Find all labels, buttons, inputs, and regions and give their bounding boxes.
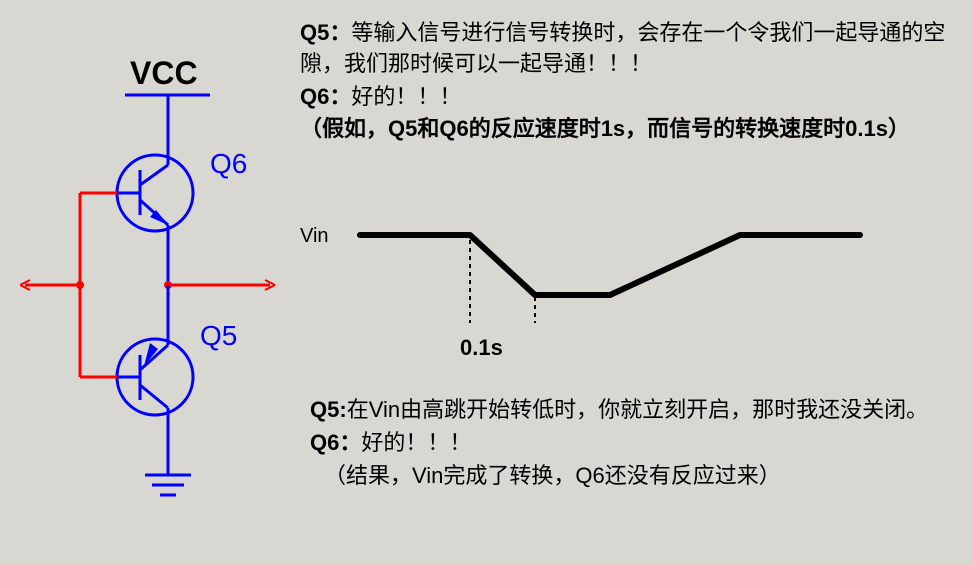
line5-text: 好的！！！ — [361, 430, 471, 455]
vin-label: Vin — [300, 225, 329, 248]
line2: Q6：好的！！！ — [300, 82, 955, 113]
dialogue-bottom: Q5:在Vin由高跳开始转低时，你就立刻开启，那时我还没关闭。 Q6：好的！！！… — [310, 395, 950, 493]
line4: Q5:在Vin由高跳开始转低时，你就立刻开启，那时我还没关闭。 — [310, 395, 950, 426]
circuit-svg — [20, 30, 280, 530]
line5: Q6：好的！！！ — [310, 428, 950, 459]
line1-text: 等输入信号进行信号转换时，会存在一个令我们一起导通的空隙，我们那时候可以一起导通… — [300, 20, 945, 76]
circuit-diagram: VCC Q6 Q5 — [20, 30, 280, 530]
line2-text: 好的！！！ — [351, 84, 461, 109]
line3: （假如，Q5和Q6的反应速度时1s，而信号的转换速度时0.1s） — [300, 114, 955, 145]
line6: （结果，Vin完成了转换，Q6还没有反应过来） — [324, 461, 950, 492]
q6-speaker-2: Q6： — [310, 430, 361, 455]
waveform-svg — [350, 215, 910, 355]
q5-speaker-2: Q5: — [310, 397, 347, 422]
q5-speaker-1: Q5： — [300, 20, 351, 45]
line4-text: 在Vin由高跳开始转低时，你就立刻开启，那时我还没关闭。 — [347, 397, 928, 422]
time-label: 0.1s — [460, 335, 503, 361]
line1: Q5：等输入信号进行信号转换时，会存在一个令我们一起导通的空隙，我们那时候可以一… — [300, 18, 955, 80]
q6-speaker-1: Q6： — [300, 84, 351, 109]
dialogue-top: Q5：等输入信号进行信号转换时，会存在一个令我们一起导通的空隙，我们那时候可以一… — [300, 18, 955, 147]
